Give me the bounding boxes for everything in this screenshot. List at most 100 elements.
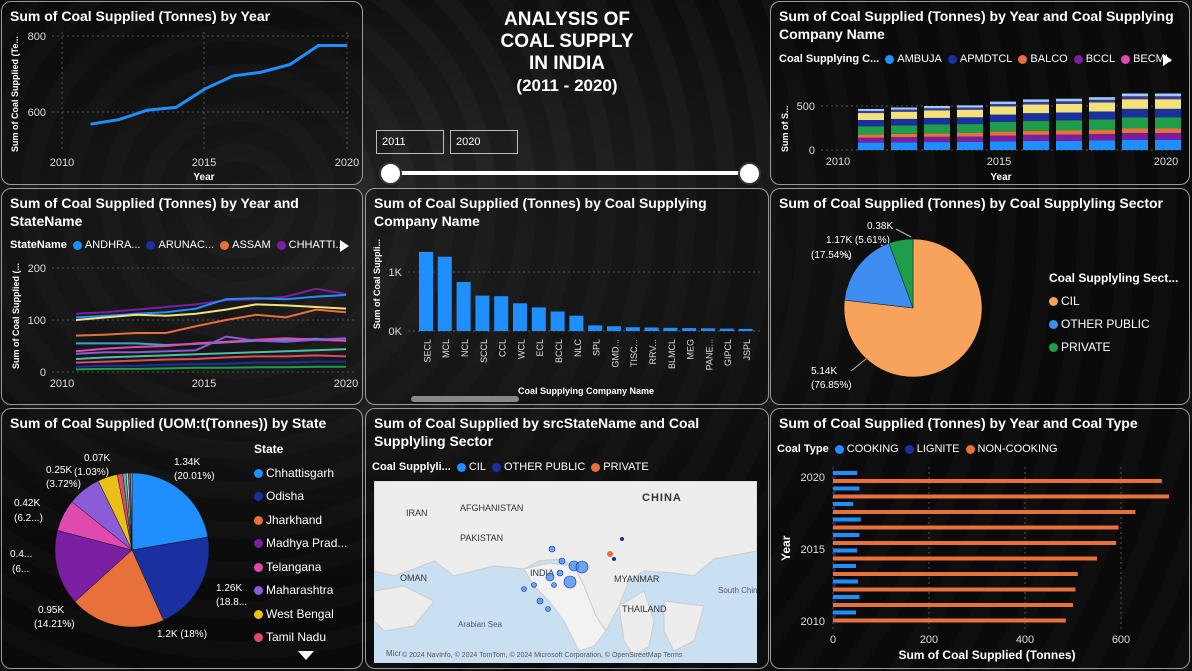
bar — [833, 599, 836, 603]
x-tick: 400 — [1016, 634, 1034, 646]
state-line-panel[interactable]: Sum of Coal Supplied (Tonnes) by Year an… — [1, 188, 363, 405]
bar — [833, 618, 1066, 623]
data-label: 0.42K — [14, 498, 40, 509]
legend-item[interactable]: CIL — [456, 461, 486, 473]
bar — [701, 328, 715, 331]
stacked-column-panel[interactable]: Sum of Coal Supplied (Tonnes) by Year an… — [770, 1, 1190, 185]
slider-handle-end[interactable] — [738, 162, 761, 185]
legend-item[interactable]: ANDHRA... — [72, 239, 140, 251]
bar-segment — [1122, 117, 1148, 129]
legend-item[interactable]: CIL — [1049, 290, 1178, 313]
x-tick: 2010 — [50, 157, 74, 169]
legend-item[interactable]: PRIVATE — [1049, 336, 1178, 359]
x-tick: GMD... — [610, 339, 620, 368]
legend-next-arrow-icon[interactable] — [340, 240, 349, 252]
legend-item[interactable]: Maharashtra — [254, 579, 347, 603]
y-tick: 0K — [389, 326, 403, 338]
legend-item[interactable]: ASSAM — [220, 239, 271, 251]
data-label: 1.17K (5.61%) — [826, 235, 890, 246]
pie-slice — [131, 536, 210, 621]
map-label: MYANMAR — [614, 574, 660, 584]
legend-item[interactable]: Madhya Prad... — [254, 532, 347, 556]
legend-item[interactable]: CHHATTI... — [276, 239, 345, 251]
panel-title: Sum of Coal Supplied by srcStateName and… — [374, 415, 700, 449]
legend-item[interactable]: OTHER PUBLIC — [491, 461, 585, 473]
legend-scroll-down-icon[interactable] — [298, 651, 314, 660]
legend-item[interactable]: COOKING — [834, 443, 899, 455]
bar — [833, 568, 836, 572]
legend-item[interactable]: NON-COOKING — [965, 443, 1058, 455]
bar-segment — [957, 133, 983, 137]
bar-segment — [1023, 99, 1049, 102]
legend-item[interactable]: Odisha — [254, 485, 347, 509]
bar — [475, 295, 490, 331]
bar — [833, 522, 836, 525]
line-chart-panel[interactable]: Sum of Coal Supplied (Tonnes) by Year 80… — [1, 1, 363, 185]
year-end-input[interactable]: 2020 — [450, 130, 518, 154]
legend-item[interactable]: OTHER PUBLIC — [1049, 313, 1178, 336]
y-tick: 100 — [28, 315, 46, 327]
state-pie-panel[interactable]: Sum of Coal Supplied (UOM:t(Tonnes)) by … — [1, 408, 363, 669]
series-line — [75, 365, 346, 371]
bar-segment — [1155, 99, 1181, 109]
company-bar-panel[interactable]: Sum of Coal Supplied (Tonnes) by Coal Su… — [365, 188, 769, 405]
dashboard-title-line: ANALYSIS OF — [504, 9, 630, 30]
bar-segment — [1023, 134, 1049, 141]
legend-item[interactable]: AMBUJA — [885, 53, 942, 65]
data-label: (6... — [12, 564, 29, 575]
bar-segment — [891, 133, 917, 138]
legend-item[interactable]: Telangana — [254, 556, 347, 580]
legend-item[interactable]: PRIVATE — [591, 461, 649, 473]
legend-item[interactable]: BCCL — [1073, 53, 1115, 65]
legend-item[interactable]: Chhattisgarh — [254, 462, 347, 486]
bar-segment — [1089, 119, 1115, 130]
panel-title: Sum of Coal Supplied (Tonnes) by Coal Su… — [374, 195, 707, 229]
bar — [833, 486, 860, 491]
bar — [833, 556, 1097, 561]
slider-handle-start[interactable] — [379, 162, 402, 185]
legend-item[interactable]: BALCO — [1018, 53, 1068, 65]
legend-item[interactable]: ARUNAC... — [146, 239, 214, 251]
bar-segment — [1056, 130, 1082, 135]
data-label: 1.2K (18%) — [157, 629, 207, 640]
bar — [588, 325, 603, 331]
year-start-input[interactable]: 2011 — [376, 130, 444, 154]
data-label: 0.07K — [84, 453, 110, 464]
legend-next-arrow-icon[interactable] — [1163, 54, 1172, 66]
bar-segment — [1023, 120, 1049, 131]
map-view[interactable]: CHINA IRAN AFGHANISTAN PAKISTAN INDIA OM… — [374, 481, 757, 663]
bar — [833, 533, 860, 537]
panel-title: Sum of Coal Supplied (UOM:t(Tonnes)) by … — [10, 415, 327, 431]
map-label: South China Sea — [718, 586, 757, 595]
bar-segment — [891, 125, 917, 134]
y-tick: 2010 — [801, 616, 825, 628]
legend-item[interactable]: Jharkhand — [254, 509, 347, 533]
sector-pie-panel[interactable]: Sum of Coal Supplied (Tonnes) by Coal Su… — [770, 188, 1190, 405]
y-tick: 0 — [40, 367, 46, 379]
coal-type-bar-panel[interactable]: Sum of Coal Supplied (Tonnes) by Year an… — [770, 408, 1190, 669]
legend-item[interactable]: BECML — [1121, 53, 1171, 65]
legend-item[interactable]: West Bengal — [254, 603, 347, 627]
slider-track[interactable] — [390, 171, 750, 175]
bar-segment — [1122, 96, 1148, 100]
bar — [833, 541, 1117, 545]
bar-segment — [858, 111, 884, 114]
legend: Coal Supplying C... AMBUJA APMDTCL BALCO… — [779, 53, 1171, 65]
y-tick: 600 — [28, 107, 46, 119]
legend-title: Coal Supplying C... — [779, 53, 880, 65]
bar-segment — [858, 126, 884, 135]
bar-segment — [858, 120, 884, 127]
data-label: (76.85%) — [811, 380, 852, 391]
x-axis-label: Coal Supplying Company Name — [518, 386, 654, 396]
legend-item[interactable]: Tamil Nadu — [254, 626, 347, 650]
legend-item[interactable]: APMDTCL — [947, 53, 1012, 65]
data-label: (3.72%) — [46, 479, 81, 490]
series-line — [75, 294, 347, 319]
y-axis-label: Sum of Coal Supplied (Te... — [10, 36, 20, 152]
bar-segment — [924, 124, 950, 134]
map-panel[interactable]: Sum of Coal Supplied by srcStateName and… — [365, 408, 769, 669]
x-tick: 0 — [830, 634, 836, 646]
x-tick: 2015 — [987, 156, 1011, 168]
map-label: CHINA — [642, 492, 682, 504]
legend-item[interactable]: LIGNITE — [904, 443, 960, 455]
